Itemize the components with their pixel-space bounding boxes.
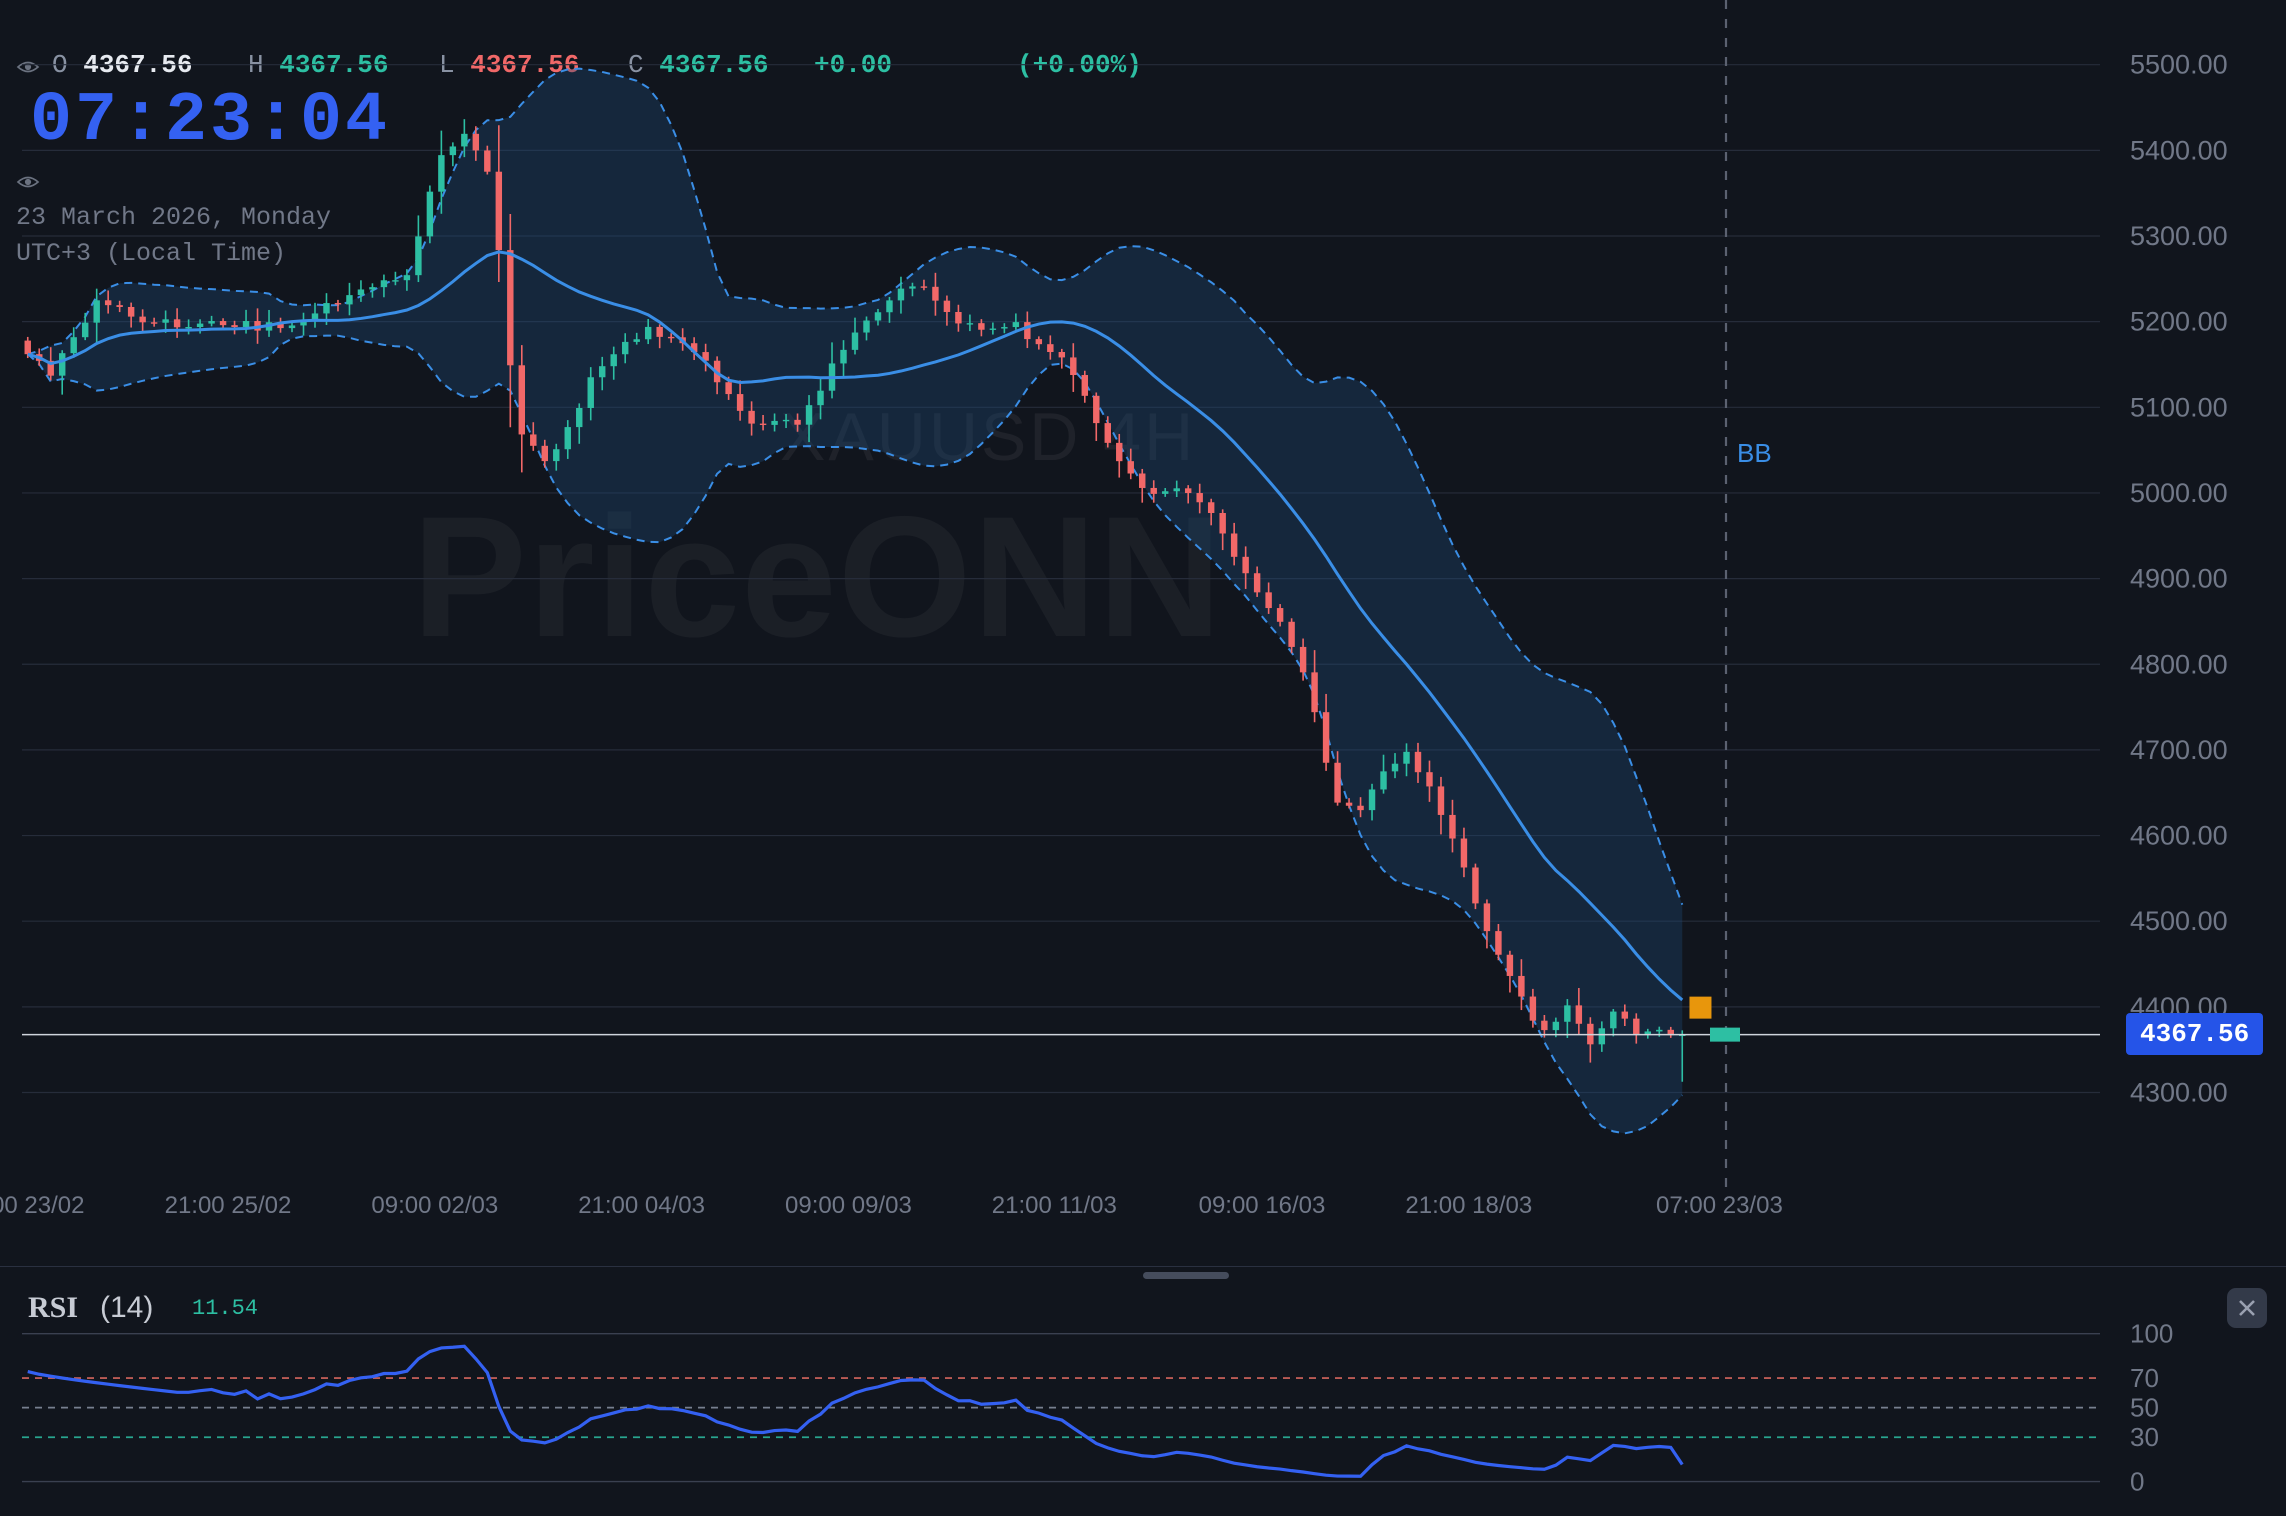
svg-text:4700.00: 4700.00 bbox=[2130, 735, 2228, 765]
svg-text:4800.00: 4800.00 bbox=[2130, 649, 2228, 679]
svg-text:4600.00: 4600.00 bbox=[2130, 821, 2228, 851]
svg-text:0: 0 bbox=[2130, 1467, 2144, 1497]
svg-text:5500.00: 5500.00 bbox=[2130, 50, 2228, 80]
svg-text:4500.00: 4500.00 bbox=[2130, 906, 2228, 936]
svg-text:4900.00: 4900.00 bbox=[2130, 564, 2228, 594]
svg-text:100: 100 bbox=[2130, 1319, 2173, 1349]
svg-text:70: 70 bbox=[2130, 1363, 2159, 1393]
svg-text:5200.00: 5200.00 bbox=[2130, 307, 2228, 337]
svg-text:5300.00: 5300.00 bbox=[2130, 221, 2228, 251]
svg-text:BB: BB bbox=[1737, 438, 1772, 468]
svg-text:5100.00: 5100.00 bbox=[2130, 392, 2228, 422]
svg-text:30: 30 bbox=[2130, 1422, 2159, 1452]
svg-text:4300.00: 4300.00 bbox=[2130, 1078, 2228, 1108]
svg-text:50: 50 bbox=[2130, 1393, 2159, 1423]
svg-text:5000.00: 5000.00 bbox=[2130, 478, 2228, 508]
svg-text:5400.00: 5400.00 bbox=[2130, 135, 2228, 165]
